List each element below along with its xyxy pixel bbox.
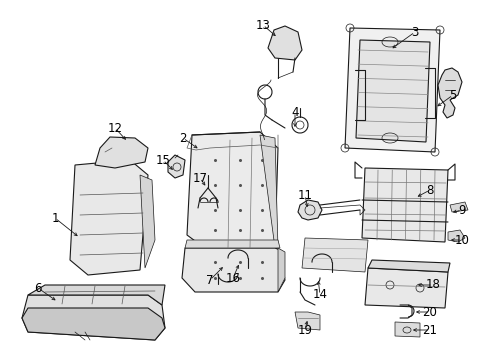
Polygon shape (186, 132, 278, 252)
Polygon shape (297, 200, 321, 220)
Polygon shape (168, 155, 184, 178)
Text: 9: 9 (457, 203, 465, 216)
Polygon shape (28, 285, 164, 305)
Text: 16: 16 (225, 271, 240, 284)
Text: 19: 19 (297, 324, 312, 337)
Polygon shape (364, 268, 447, 308)
Polygon shape (22, 295, 164, 340)
Text: 18: 18 (425, 279, 440, 292)
Text: 1: 1 (51, 212, 59, 225)
Polygon shape (260, 135, 278, 248)
Text: 7: 7 (206, 274, 213, 287)
Polygon shape (140, 175, 155, 268)
Text: 5: 5 (448, 89, 456, 102)
Text: 3: 3 (410, 26, 418, 39)
Text: 8: 8 (426, 184, 433, 197)
Text: 6: 6 (34, 282, 41, 294)
Polygon shape (367, 260, 449, 272)
Polygon shape (345, 28, 439, 152)
Polygon shape (394, 322, 419, 337)
Polygon shape (182, 248, 285, 292)
Polygon shape (278, 248, 285, 292)
Text: 2: 2 (179, 131, 186, 144)
Polygon shape (184, 240, 280, 248)
Polygon shape (361, 168, 447, 242)
Polygon shape (22, 308, 164, 340)
Text: 4: 4 (291, 105, 298, 118)
Text: 11: 11 (297, 189, 312, 202)
Text: 21: 21 (422, 324, 437, 337)
Text: 17: 17 (192, 171, 207, 185)
Text: 12: 12 (107, 122, 122, 135)
Text: 15: 15 (155, 153, 170, 166)
Text: 20: 20 (422, 306, 437, 319)
Polygon shape (302, 238, 367, 272)
Polygon shape (70, 160, 148, 275)
Polygon shape (447, 230, 464, 242)
Polygon shape (95, 137, 148, 168)
Polygon shape (449, 202, 467, 212)
Polygon shape (267, 26, 302, 60)
Polygon shape (355, 40, 429, 142)
Polygon shape (437, 68, 461, 118)
Text: 14: 14 (312, 288, 327, 302)
Text: 13: 13 (255, 18, 270, 32)
Polygon shape (294, 312, 319, 330)
Text: 10: 10 (454, 234, 468, 247)
